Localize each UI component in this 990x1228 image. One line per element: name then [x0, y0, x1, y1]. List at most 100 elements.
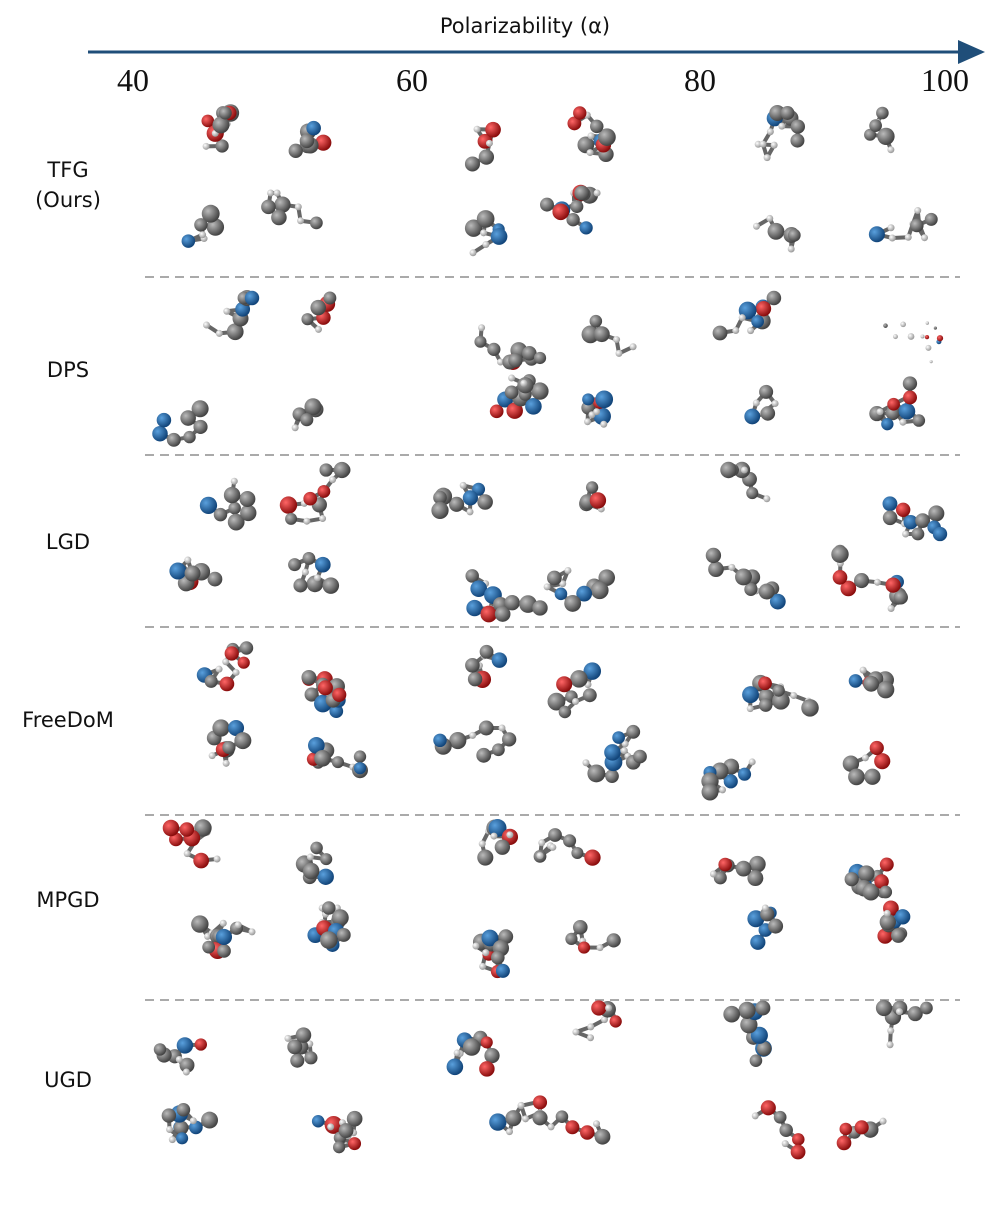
- atom: [831, 546, 848, 563]
- atom: [763, 495, 770, 502]
- atom: [718, 858, 732, 872]
- atom: [570, 200, 583, 213]
- atom: [201, 115, 214, 128]
- atom: [319, 515, 326, 522]
- atom: [533, 1095, 547, 1109]
- atom: [314, 574, 321, 581]
- atom: [303, 492, 317, 506]
- atom: [595, 390, 613, 408]
- atom: [887, 1041, 894, 1048]
- atom: [590, 492, 606, 508]
- atom: [713, 326, 728, 341]
- atom: [303, 863, 320, 880]
- atom: [180, 410, 196, 426]
- atom: [854, 573, 869, 588]
- atom: [334, 462, 350, 478]
- atom: [449, 732, 466, 749]
- atom: [761, 406, 776, 421]
- atom: [933, 527, 947, 541]
- atom: [574, 186, 589, 201]
- atom: [887, 1027, 894, 1034]
- atom: [590, 315, 603, 328]
- atom: [195, 1038, 207, 1050]
- row-label: DPS: [18, 355, 118, 385]
- atom: [292, 424, 299, 431]
- atom: [762, 905, 769, 912]
- atom: [764, 154, 771, 161]
- atom: [314, 750, 331, 767]
- atom: [582, 393, 594, 405]
- atom: [771, 142, 778, 149]
- atom: [590, 120, 603, 133]
- atom: [572, 1029, 579, 1036]
- atom: [538, 839, 545, 846]
- atom: [280, 496, 297, 513]
- atom: [895, 909, 910, 924]
- atom: [759, 584, 775, 600]
- atom: [621, 747, 628, 754]
- atom: [874, 579, 881, 586]
- atom: [318, 485, 331, 498]
- atom: [584, 850, 600, 866]
- atom: [572, 698, 579, 705]
- atom: [532, 600, 547, 615]
- atom: [566, 213, 579, 226]
- atom: [474, 126, 481, 133]
- atom: [482, 949, 489, 956]
- atom: [926, 321, 929, 324]
- atom: [203, 322, 210, 329]
- atom: [489, 1113, 506, 1130]
- atom: [348, 1137, 361, 1150]
- atom: [744, 409, 760, 425]
- atom: [564, 567, 571, 574]
- atom: [883, 323, 888, 328]
- row-label: MPGD: [18, 885, 118, 915]
- atom: [751, 315, 764, 328]
- atom: [474, 336, 486, 348]
- molecule-art: [0, 0, 990, 1228]
- atom: [216, 929, 232, 945]
- atom: [166, 1126, 173, 1133]
- atom: [297, 217, 304, 224]
- atom: [318, 869, 334, 885]
- atom: [597, 944, 604, 951]
- atom: [573, 920, 588, 935]
- atom: [750, 935, 765, 950]
- atom: [556, 1110, 569, 1123]
- atom: [741, 467, 748, 474]
- atom: [742, 686, 759, 703]
- atom: [233, 669, 240, 676]
- atom: [583, 688, 597, 702]
- atom: [485, 122, 501, 138]
- atom: [759, 385, 773, 399]
- atom: [877, 681, 894, 698]
- atom: [302, 569, 309, 576]
- atom: [504, 595, 519, 610]
- atom: [502, 732, 516, 746]
- atom: [883, 511, 898, 526]
- atom: [225, 646, 239, 660]
- atom: [710, 871, 717, 878]
- atom: [791, 119, 805, 133]
- atom: [928, 505, 944, 521]
- atom: [563, 834, 576, 847]
- atom: [534, 352, 546, 364]
- atom: [167, 433, 181, 447]
- atom: [593, 1120, 600, 1127]
- atom: [749, 758, 756, 765]
- atom: [934, 327, 937, 330]
- atom: [508, 353, 522, 367]
- atom: [203, 143, 210, 150]
- atom: [837, 1136, 852, 1151]
- atom: [582, 759, 589, 766]
- atom: [911, 528, 924, 541]
- atom: [185, 565, 201, 581]
- atom: [506, 1128, 513, 1135]
- atom: [289, 144, 303, 158]
- atom: [706, 548, 721, 563]
- atom: [759, 141, 766, 148]
- atom: [753, 399, 760, 406]
- atom: [903, 376, 917, 390]
- atom: [492, 743, 505, 756]
- atom: [768, 223, 785, 240]
